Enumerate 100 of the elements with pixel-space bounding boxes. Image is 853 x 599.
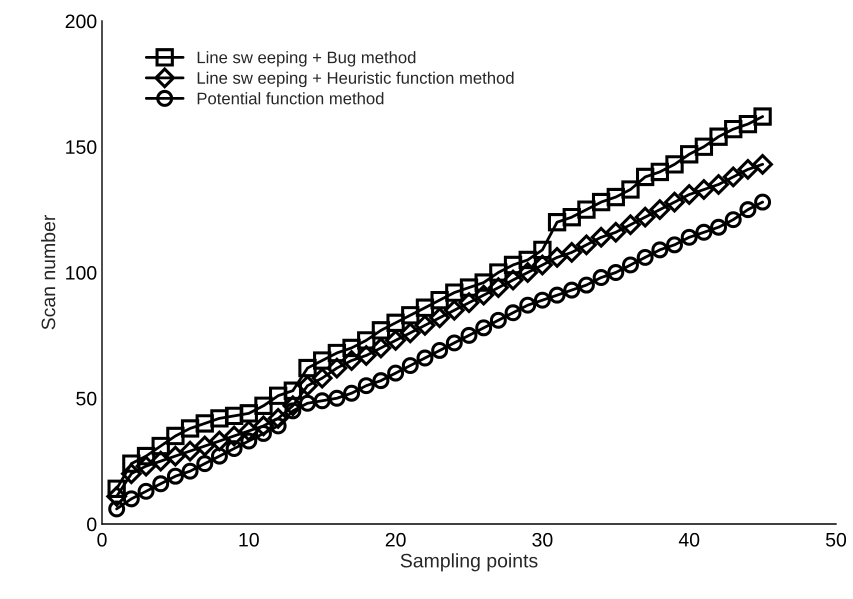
point	[342, 338, 361, 358]
x-tick-label: 50	[826, 532, 846, 547]
point	[561, 242, 582, 263]
point	[546, 247, 568, 268]
point	[752, 154, 773, 175]
y-tick-label: 0	[87, 517, 96, 532]
point	[358, 377, 375, 394]
point	[578, 276, 595, 294]
point	[343, 384, 360, 402]
point	[548, 213, 566, 232]
point	[431, 342, 448, 359]
point	[401, 306, 420, 324]
point	[458, 292, 480, 314]
point	[430, 290, 449, 310]
point	[328, 390, 346, 407]
point	[372, 372, 390, 390]
point	[299, 394, 316, 412]
point	[182, 462, 199, 480]
point	[606, 188, 625, 206]
point	[534, 292, 551, 309]
point	[138, 482, 155, 500]
point	[739, 201, 756, 218]
point	[680, 145, 698, 164]
point	[312, 368, 333, 388]
point	[370, 338, 392, 358]
point	[446, 334, 463, 352]
point	[488, 277, 509, 298]
point	[240, 432, 258, 450]
x-axis-title: Sampling points	[400, 553, 538, 572]
point	[416, 298, 434, 317]
point	[136, 456, 156, 477]
point	[724, 211, 742, 228]
point	[416, 350, 434, 366]
point	[120, 463, 142, 484]
point	[533, 240, 552, 260]
point	[680, 228, 698, 246]
point	[238, 420, 260, 442]
point	[622, 256, 639, 274]
point	[224, 406, 244, 426]
x-tick-label: 10	[239, 532, 259, 547]
point	[341, 350, 362, 371]
point	[754, 194, 772, 211]
point	[136, 446, 156, 466]
point	[636, 248, 654, 266]
point	[254, 396, 273, 415]
point	[678, 184, 700, 205]
y-tick-label: 50	[76, 392, 96, 406]
point	[708, 174, 729, 195]
point	[400, 322, 421, 344]
point	[738, 159, 758, 180]
point	[722, 166, 744, 188]
point	[226, 440, 243, 458]
point	[460, 326, 478, 344]
point	[709, 128, 728, 146]
point	[710, 218, 728, 236]
point	[386, 314, 405, 332]
point	[152, 436, 170, 456]
point	[357, 331, 376, 350]
legend-label: Line sw eeping + Bug method	[198, 51, 416, 67]
point	[504, 304, 522, 322]
point	[150, 450, 172, 472]
point	[209, 430, 230, 452]
point	[268, 386, 288, 405]
y-tick-label: 100	[66, 266, 96, 280]
point	[108, 500, 126, 518]
point	[122, 454, 141, 473]
point	[562, 208, 581, 226]
point	[429, 307, 450, 328]
x-tick-label: 20	[386, 532, 406, 547]
point	[328, 344, 346, 362]
point	[210, 409, 229, 428]
point	[356, 345, 377, 366]
point	[577, 200, 596, 219]
point	[210, 448, 228, 465]
point	[563, 282, 580, 299]
point	[620, 214, 641, 236]
point	[473, 284, 494, 306]
point	[548, 286, 566, 304]
point	[634, 206, 656, 228]
point	[326, 358, 348, 378]
point	[297, 375, 318, 396]
point	[268, 408, 289, 429]
point	[519, 296, 536, 314]
point	[224, 426, 244, 446]
point	[605, 222, 626, 243]
point	[694, 179, 714, 200]
point	[490, 312, 507, 329]
point	[180, 419, 200, 438]
point	[651, 241, 668, 258]
point	[194, 436, 216, 456]
point	[106, 486, 128, 507]
legend-label: Potential function method	[198, 92, 384, 104]
y-tick-label: 150	[66, 140, 96, 154]
point	[402, 357, 419, 374]
point	[650, 162, 670, 182]
point	[387, 364, 404, 382]
point	[576, 234, 597, 256]
point	[636, 168, 654, 186]
point	[180, 440, 200, 462]
point	[666, 236, 683, 254]
